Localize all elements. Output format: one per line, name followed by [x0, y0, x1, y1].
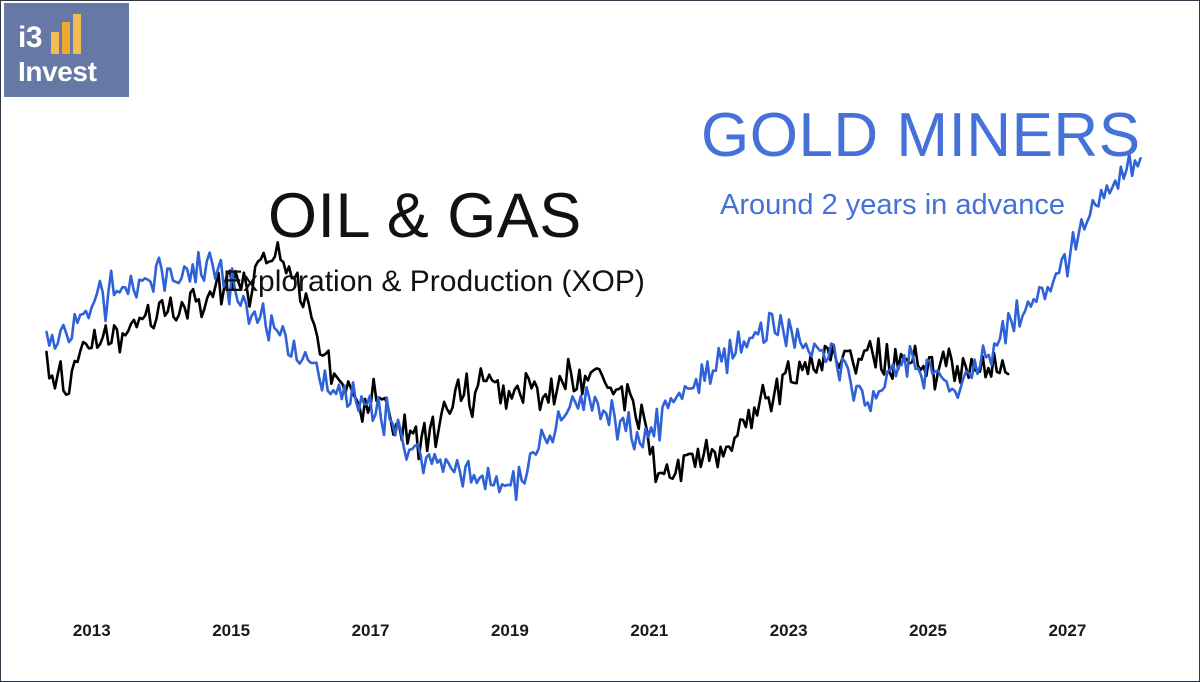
logo-text-i3: i3	[18, 20, 43, 54]
logo-bar-1	[51, 31, 60, 54]
logo-bar-2	[62, 21, 71, 54]
oil-and-gas-title: OIL & GAS	[268, 181, 582, 251]
oil-and-gas-subtitle: Exploration & Production (XOP)	[223, 265, 645, 298]
x-tick-2017: 2017	[351, 621, 390, 640]
gold-miners-subtitle: Around 2 years in advance	[720, 189, 1065, 221]
logo-text-invest: Invest	[18, 55, 97, 87]
logo-top-row: i3	[18, 12, 129, 54]
x-tick-2013: 2013	[72, 621, 111, 640]
x-axis-tick-labels: 2013 2015 2017 2019 2021 2023 2025 2027	[1, 621, 1199, 651]
x-tick-2027: 2027	[1048, 621, 1087, 640]
logo-bar-3	[73, 13, 82, 54]
x-tick-2021: 2021	[630, 621, 669, 640]
bar-chart-icon	[51, 13, 82, 54]
i3-invest-logo: i3 Invest	[4, 3, 129, 97]
series-line-oil-and-gas	[45, 241, 1010, 484]
gold-miners-title: GOLD MINERS	[701, 101, 1141, 170]
x-tick-2023: 2023	[769, 621, 808, 640]
x-tick-2019: 2019	[490, 621, 529, 640]
series-line-gold-miners	[45, 152, 1142, 502]
x-tick-2015: 2015	[212, 621, 251, 640]
x-tick-2025: 2025	[909, 621, 947, 640]
